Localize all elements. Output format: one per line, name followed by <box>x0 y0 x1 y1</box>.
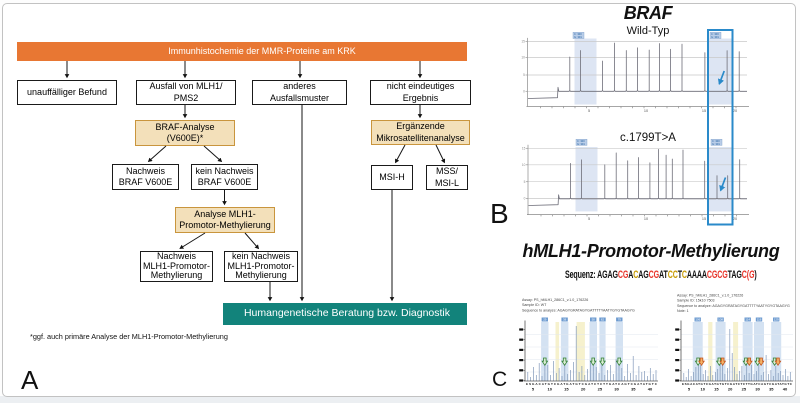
svg-text:116: 116 <box>757 318 762 322</box>
svg-text:10: 10 <box>521 56 525 60</box>
svg-text:114: 114 <box>745 318 750 322</box>
svg-text:G: 301: G: 301 <box>577 142 585 146</box>
svg-text:5: 5 <box>524 180 526 184</box>
svg-text:15: 15 <box>521 40 525 44</box>
svg-text:Sample ID: WT: Sample ID: WT <box>522 303 547 307</box>
svg-text:62: 62 <box>601 318 605 322</box>
svg-text:C: 300: C: 300 <box>577 139 585 143</box>
svg-text:35: 35 <box>769 387 774 392</box>
svg-text:79: 79 <box>618 318 622 322</box>
svg-text:38: 38 <box>563 318 567 322</box>
svg-text:10: 10 <box>547 387 552 392</box>
svg-text:15: 15 <box>564 387 569 392</box>
svg-text:C: 300: C: 300 <box>712 139 720 143</box>
svg-text:G: 301: G: 301 <box>574 35 582 39</box>
svg-text:C: 300: C: 300 <box>574 32 582 36</box>
svg-text:25: 25 <box>742 387 747 392</box>
svg-text:20: 20 <box>728 387 733 392</box>
svg-text:5: 5 <box>588 109 590 113</box>
svg-text:20: 20 <box>581 387 586 392</box>
svg-text:40: 40 <box>648 387 653 392</box>
svg-text:30: 30 <box>755 387 760 392</box>
svg-text:0: 0 <box>524 197 526 201</box>
svg-text:15: 15 <box>702 217 706 221</box>
svg-text:5: 5 <box>588 217 590 221</box>
svg-text:25: 25 <box>598 387 603 392</box>
svg-text:29: 29 <box>543 318 547 322</box>
svg-text:20: 20 <box>733 109 737 113</box>
svg-text:30: 30 <box>614 387 619 392</box>
svg-text:5: 5 <box>523 73 525 77</box>
svg-text:0: 0 <box>523 90 525 94</box>
svg-text:ESGACATGTCGATGATGTCGATCTCTTGAT: ESGACATGTCGATGATGTCGATCTCTTGATCAGTCGATAT… <box>526 382 658 386</box>
svg-text:Sequence to analyze: AGAGYGRAT: Sequence to analyze: AGAGYGRATAGYGATTTTY… <box>677 304 790 308</box>
svg-text:40: 40 <box>783 387 788 392</box>
svg-text:58: 58 <box>592 318 596 322</box>
svg-text:10: 10 <box>522 163 526 167</box>
svg-text:Note: 1: Note: 1 <box>677 309 689 313</box>
svg-text:C: 300: C: 300 <box>711 32 719 36</box>
svg-text:15: 15 <box>714 387 719 392</box>
svg-text:ESGACATGTCGATGTGTCGATCTCTTGATC: ESGACATGTCGATGTGTCGATCTCTTGATCAGTCGATATG… <box>682 382 793 386</box>
svg-text:10: 10 <box>700 387 705 392</box>
svg-text:Assay: PS_hMLH1_286C1_v.1.0_17: Assay: PS_hMLH1_286C1_v.1.0_176226 <box>677 294 743 298</box>
svg-text:20: 20 <box>733 217 737 221</box>
svg-text:5: 5 <box>532 387 535 392</box>
svg-text:10: 10 <box>644 109 648 113</box>
svg-text:129: 129 <box>774 318 779 322</box>
svg-text:15: 15 <box>522 147 526 151</box>
svg-text:G: 301: G: 301 <box>712 142 720 146</box>
svg-text:35: 35 <box>631 387 636 392</box>
svg-text:108: 108 <box>718 318 723 322</box>
svg-text:5: 5 <box>688 387 691 392</box>
svg-text:10: 10 <box>644 217 648 221</box>
svg-text:106: 106 <box>695 318 700 322</box>
svg-text:15: 15 <box>702 109 706 113</box>
svg-text:Assay: PS_hMLH1_286C1_v.1.0_17: Assay: PS_hMLH1_286C1_v.1.0_176226 <box>522 298 588 302</box>
svg-text:G: 301: G: 301 <box>711 35 719 39</box>
svg-text:Sequence to analyze: AGAGYGRAT: Sequence to analyze: AGAGYGRATAGYGATTTTY… <box>522 308 635 312</box>
svg-text:Sample ID: 15k10 7503: Sample ID: 15k10 7503 <box>677 299 715 303</box>
